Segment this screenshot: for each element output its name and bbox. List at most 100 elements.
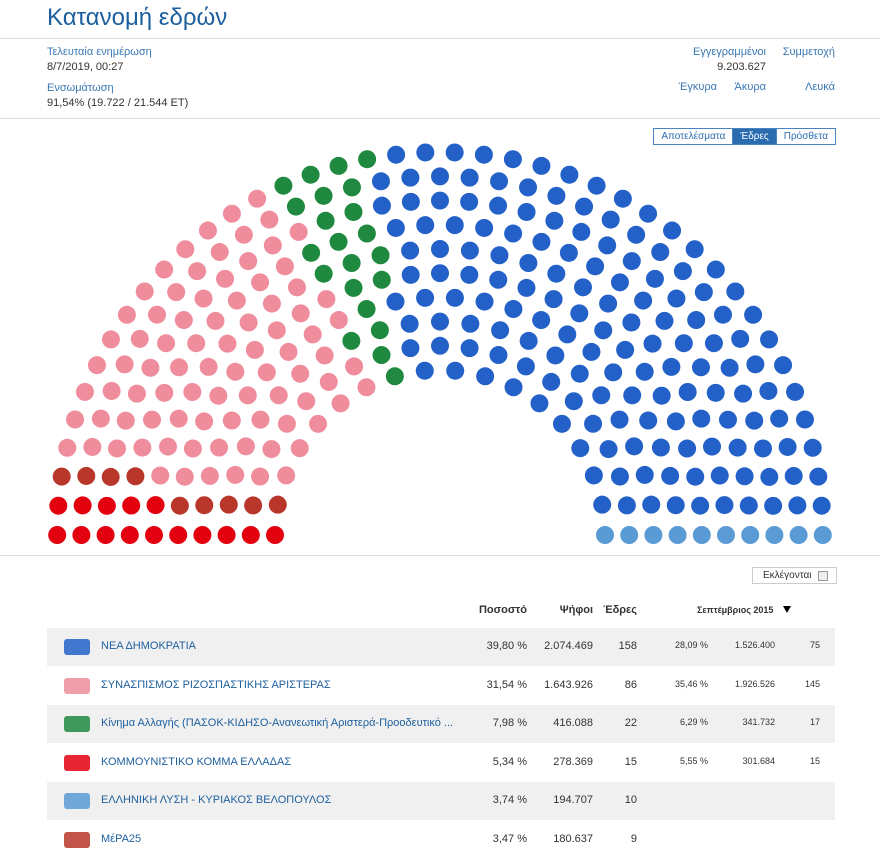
seat bbox=[342, 178, 361, 197]
column-header: Ποσοστό bbox=[478, 604, 527, 616]
seat bbox=[115, 355, 134, 374]
prev-votes: 301.684 bbox=[742, 755, 775, 766]
seat bbox=[691, 496, 710, 515]
percent: 5,34 % bbox=[492, 755, 527, 768]
seat bbox=[639, 411, 658, 430]
seat bbox=[599, 440, 618, 459]
seat bbox=[209, 386, 228, 405]
seat bbox=[145, 526, 163, 544]
seat bbox=[302, 243, 321, 262]
seat bbox=[169, 409, 188, 428]
seat bbox=[720, 358, 739, 377]
seat bbox=[234, 225, 253, 244]
seat bbox=[174, 311, 193, 330]
elected-toggle[interactable]: Εκλέγονται bbox=[752, 567, 837, 584]
seat bbox=[745, 411, 764, 430]
seat bbox=[77, 466, 96, 485]
seat bbox=[219, 495, 238, 514]
seat bbox=[251, 273, 270, 292]
seat bbox=[586, 257, 605, 276]
seat bbox=[584, 414, 603, 433]
seat bbox=[275, 257, 294, 276]
seats: 15 bbox=[624, 755, 637, 768]
seat bbox=[386, 218, 405, 237]
seat bbox=[217, 526, 236, 544]
label: Τελευταία ενημέρωση bbox=[47, 46, 152, 58]
page-title: Κατανομή εδρών bbox=[47, 4, 228, 31]
tab[interactable]: Αποτελέσματα bbox=[654, 129, 734, 144]
seat bbox=[151, 466, 170, 485]
seat bbox=[446, 361, 465, 380]
seat bbox=[116, 411, 135, 430]
seat bbox=[169, 526, 188, 544]
seat bbox=[416, 143, 435, 162]
party-name: ΕΛΛΗΝΙΚΗ ΛΥΣΗ - ΚΥΡΙΑΚΟΣ ΒΕΛΟΠΟΥΛΟΣ bbox=[101, 794, 332, 807]
seat bbox=[678, 439, 697, 458]
seat bbox=[610, 273, 629, 292]
party-logo bbox=[64, 639, 90, 655]
seat bbox=[445, 216, 464, 235]
seat bbox=[460, 265, 479, 284]
seat bbox=[101, 330, 120, 349]
seat bbox=[754, 439, 773, 458]
seat bbox=[613, 189, 632, 208]
seat bbox=[717, 526, 735, 544]
seat bbox=[490, 246, 509, 265]
seat bbox=[263, 236, 282, 255]
seat bbox=[266, 526, 284, 544]
tab[interactable]: Έδρες bbox=[733, 129, 777, 144]
seat bbox=[117, 305, 136, 324]
seat bbox=[401, 241, 420, 260]
seat bbox=[372, 196, 391, 215]
table-row: ΝΕΑ ΔΗΜΟΚΡΑΤΙΑ 39,80 % 2.074.469 158 28,09 %… bbox=[47, 628, 835, 666]
seat bbox=[575, 197, 594, 216]
seat bbox=[268, 495, 287, 514]
seat bbox=[788, 496, 807, 515]
seat bbox=[218, 334, 237, 353]
seat bbox=[685, 240, 704, 259]
seat bbox=[635, 362, 654, 381]
seat bbox=[634, 291, 653, 310]
seat bbox=[133, 438, 152, 457]
party-name: ΚΟΜΜΟΥΝΙΣΤΙΚΟ ΚΟΜΜΑ ΕΛΛΑΔΑΣ bbox=[101, 755, 292, 768]
seat bbox=[559, 243, 578, 262]
seat bbox=[726, 282, 745, 301]
seat bbox=[489, 346, 508, 365]
column-header[interactable]: Σεπτέμβριος 2015 bbox=[697, 605, 774, 615]
prev-percent: 5,55 % bbox=[679, 755, 708, 766]
seat bbox=[226, 465, 245, 484]
seat bbox=[593, 495, 612, 514]
checkbox[interactable] bbox=[818, 571, 828, 581]
seat bbox=[200, 466, 219, 485]
seat bbox=[744, 305, 763, 324]
seat bbox=[157, 334, 176, 353]
seat bbox=[643, 334, 662, 353]
seat bbox=[713, 305, 732, 324]
label: Λευκά bbox=[805, 81, 835, 93]
seats: 86 bbox=[624, 678, 637, 691]
seat bbox=[570, 364, 589, 383]
label: Ενσωμάτωση bbox=[47, 82, 114, 94]
table-row: ΕΛΛΗΝΙΚΗ ΛΥΣΗ - ΚΥΡΙΑΚΟΣ ΒΕΛΟΠΟΥΛΟΣ 3,74 … bbox=[47, 782, 835, 821]
seat bbox=[692, 409, 711, 428]
seat bbox=[644, 526, 663, 544]
tab[interactable]: Πρόσθετα bbox=[783, 131, 828, 142]
seat bbox=[91, 409, 110, 428]
seat bbox=[183, 383, 202, 401]
seat bbox=[691, 358, 710, 377]
seat bbox=[710, 466, 729, 485]
seat bbox=[530, 394, 549, 413]
sort-icon[interactable] bbox=[783, 606, 791, 613]
seat bbox=[344, 202, 363, 221]
seat bbox=[155, 260, 174, 279]
seats: 22 bbox=[624, 717, 637, 730]
seat bbox=[645, 269, 664, 288]
seat bbox=[571, 439, 590, 458]
seat bbox=[167, 283, 186, 302]
table-row: ΣΥΝΑΣΠΙΣΜΟΣ ΡΙΖΟΣΠΑΣΤΙΚΗΣ ΑΡΙΣΤΕΡΑΣ 31,54… bbox=[47, 666, 835, 705]
seat bbox=[627, 225, 646, 244]
prev-votes: 1.526.400 bbox=[734, 640, 775, 650]
seat bbox=[97, 496, 116, 515]
seat bbox=[476, 367, 495, 386]
seat bbox=[746, 355, 765, 374]
